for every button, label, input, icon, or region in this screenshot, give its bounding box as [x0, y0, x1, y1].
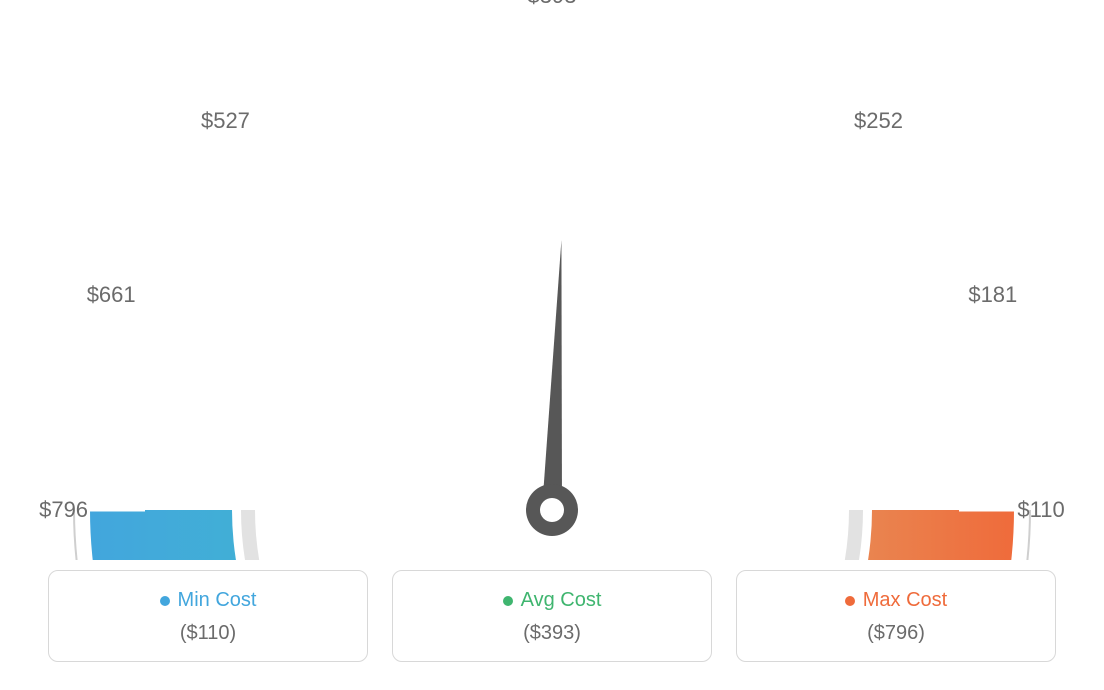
gauge-scale-label: $796: [39, 497, 88, 523]
gauge-needle: [542, 240, 562, 510]
gauge-tick-minor: [95, 443, 135, 449]
gauge-tick-major: [921, 315, 971, 338]
legend-card-avg: Avg Cost ($393): [392, 570, 712, 662]
gauge-scale-label: $661: [87, 282, 136, 308]
gauge-tick-minor: [867, 203, 897, 230]
legend-title-min: Min Cost: [160, 589, 257, 612]
legend-row: Min Cost ($110) Avg Cost ($393) Max Cost…: [0, 570, 1104, 662]
gauge-svg: [0, 0, 1104, 560]
gauge-tick-minor: [445, 60, 454, 99]
gauge-tick-minor: [741, 97, 759, 133]
gauge-scale-label: $181: [968, 282, 1017, 308]
gauge-tick-minor: [649, 60, 658, 99]
gauge-tick-minor: [109, 377, 147, 388]
legend-card-min: Min Cost ($110): [48, 570, 368, 662]
gauge-tick-minor: [345, 97, 363, 133]
legend-card-max: Max Cost ($796): [736, 570, 1056, 662]
legend-dot-avg: [503, 596, 513, 606]
gauge-scale-label: $393: [528, 0, 577, 9]
legend-value-max: ($796): [737, 622, 1055, 645]
legend-label-avg: Avg Cost: [521, 589, 602, 612]
gauge-tick-major: [133, 315, 183, 338]
legend-value-avg: ($393): [393, 622, 711, 645]
gauge-container: $110 $181 $252 $393 $527 $661 $796: [0, 0, 1104, 560]
legend-value-min: ($110): [49, 622, 367, 645]
legend-dot-max: [845, 596, 855, 606]
legend-label-max: Max Cost: [863, 589, 947, 612]
legend-dot-min: [160, 596, 170, 606]
gauge-scale-label: $527: [201, 108, 250, 134]
gauge-tick-major: [255, 156, 290, 198]
legend-label-min: Min Cost: [178, 589, 257, 612]
gauge-tick-minor: [956, 377, 994, 388]
gauge-tick-minor: [207, 203, 237, 230]
gauge-tick-minor: [970, 443, 1010, 449]
gauge-scale-label: $110: [1017, 497, 1064, 523]
legend-title-avg: Avg Cost: [503, 589, 602, 612]
gauge-scale-label: $252: [854, 108, 903, 134]
legend-title-max: Max Cost: [845, 589, 947, 612]
gauge-tick-minor: [905, 256, 938, 278]
gauge-needle-base-inner: [540, 498, 564, 522]
gauge-tick-major: [814, 156, 849, 198]
gauge-tick-minor: [166, 256, 199, 278]
